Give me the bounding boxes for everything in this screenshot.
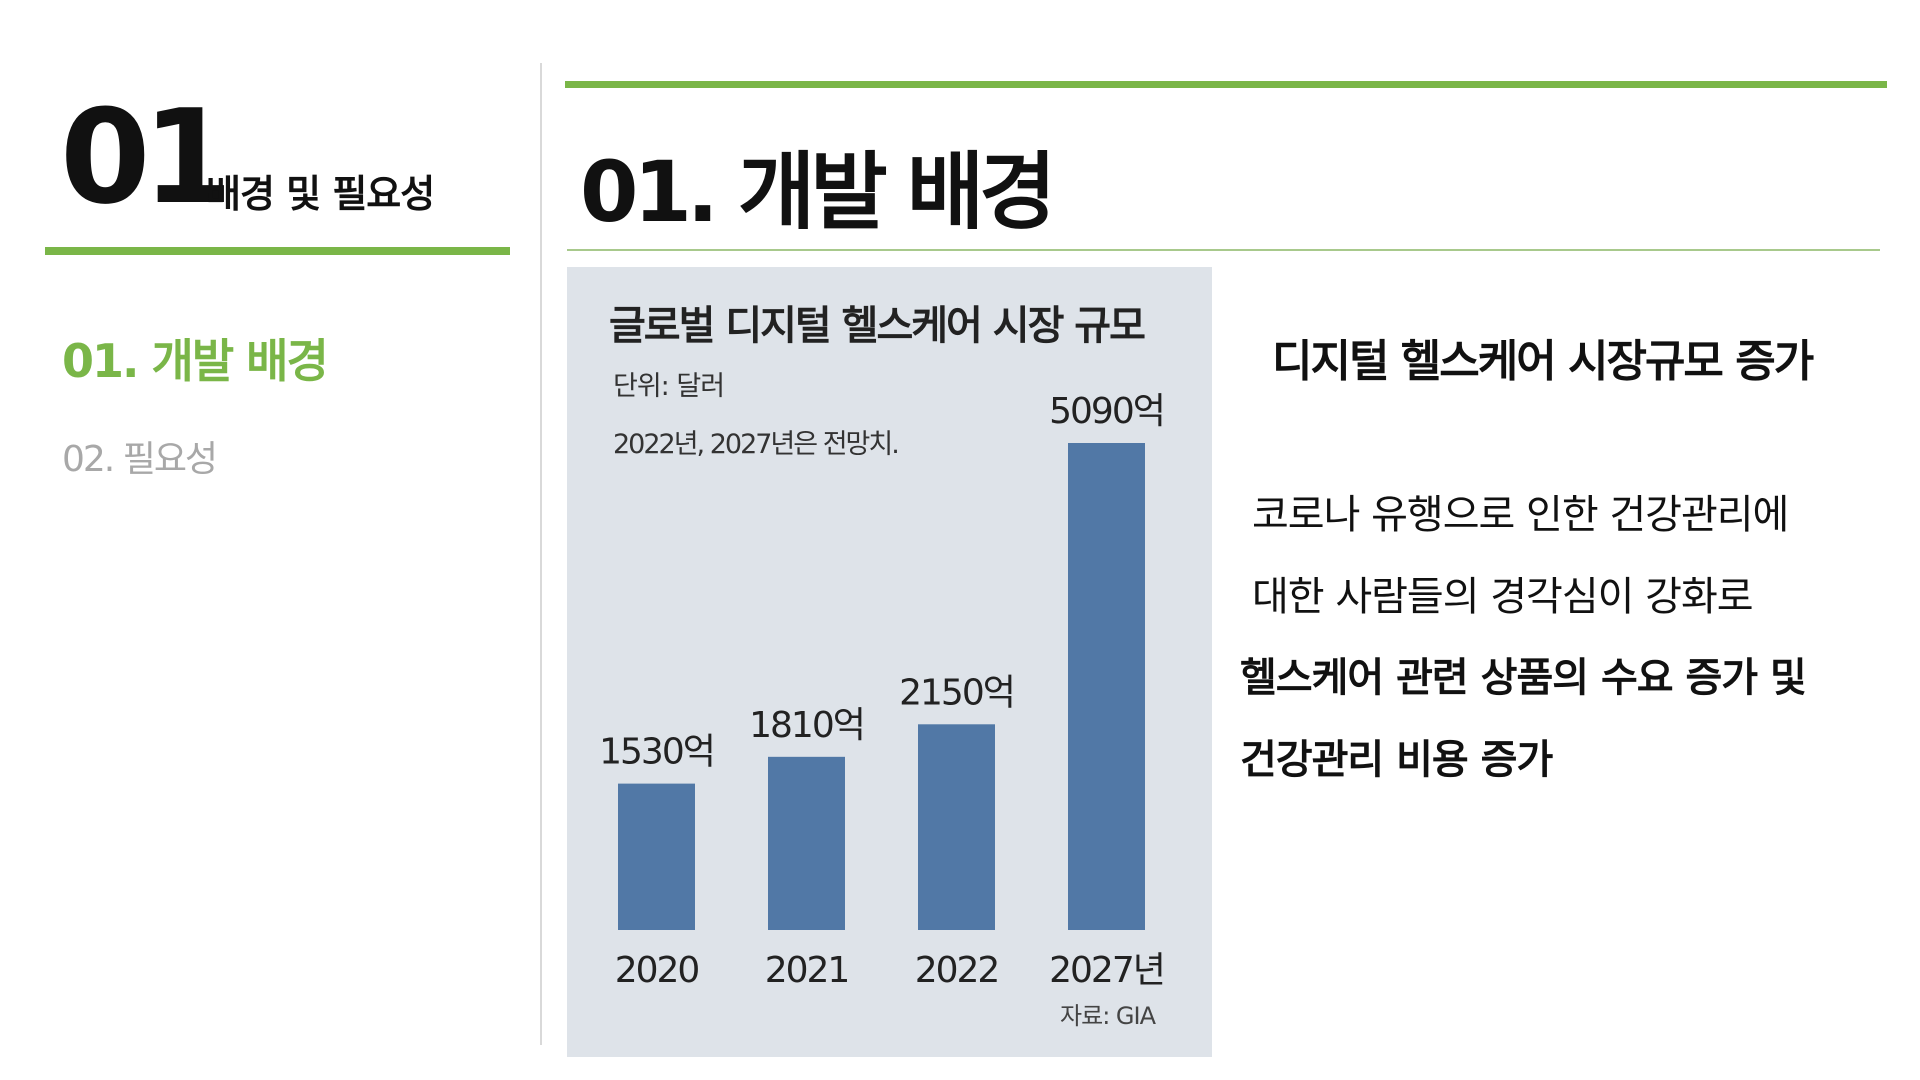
content-line: 코로나 유행으로 인한 건강관리에: [1252, 492, 1789, 538]
vertical-divider: [540, 63, 542, 1045]
bar-value-label: 2150억: [899, 672, 1014, 713]
chart-unit-note: 단위: 달러: [613, 371, 724, 402]
sidebar-item-necessity[interactable]: 02. 필요성: [62, 439, 218, 480]
bar-value-label: 1810억: [749, 705, 864, 746]
sidebar-divider: [45, 247, 510, 255]
bar-2021: [768, 756, 845, 930]
page-title: 01. 개발 배경: [580, 143, 1056, 241]
chart-source: 자료: GIA: [1060, 1002, 1157, 1030]
chart-title: 글로벌 디지털 헬스케어 시장 규모: [609, 303, 1145, 349]
section-number: 01: [60, 81, 233, 233]
title-underline: [567, 249, 1880, 251]
x-tick-label: 2021: [765, 950, 849, 991]
sidebar-item-development-background[interactable]: 01. 개발 배경: [62, 334, 329, 388]
bar-2020: [618, 783, 695, 930]
content-line: 헬스케어 관련 상품의 수요 증가 및: [1240, 655, 1807, 701]
chart-svg: 글로벌 디지털 헬스케어 시장 규모 단위: 달러 2022년, 2027년은 …: [599, 303, 1166, 1030]
x-tick-label: 2020: [615, 950, 699, 991]
bar-2022: [918, 724, 995, 930]
bar-2027년: [1068, 443, 1145, 930]
bar-value-label: 5090억: [1049, 391, 1164, 432]
bar-value-label: 1530억: [599, 732, 714, 773]
x-tick-label: 2027년: [1049, 950, 1164, 991]
content-line: 건강관리 비용 증가: [1240, 737, 1553, 783]
content-heading: 디지털 헬스케어 시장규모 증가: [1272, 336, 1814, 387]
content-line: 대한 사람들의 경각심이 강화로: [1252, 574, 1754, 620]
x-tick-label: 2022: [915, 950, 999, 991]
market-size-chart: 글로벌 디지털 헬스케어 시장 규모 단위: 달러 2022년, 2027년은 …: [567, 267, 1212, 1057]
section-name: 배경 및 필요성: [206, 172, 435, 216]
header-accent-bar: [565, 81, 1887, 88]
chart-forecast-note: 2022년, 2027년은 전망치.: [613, 429, 898, 460]
